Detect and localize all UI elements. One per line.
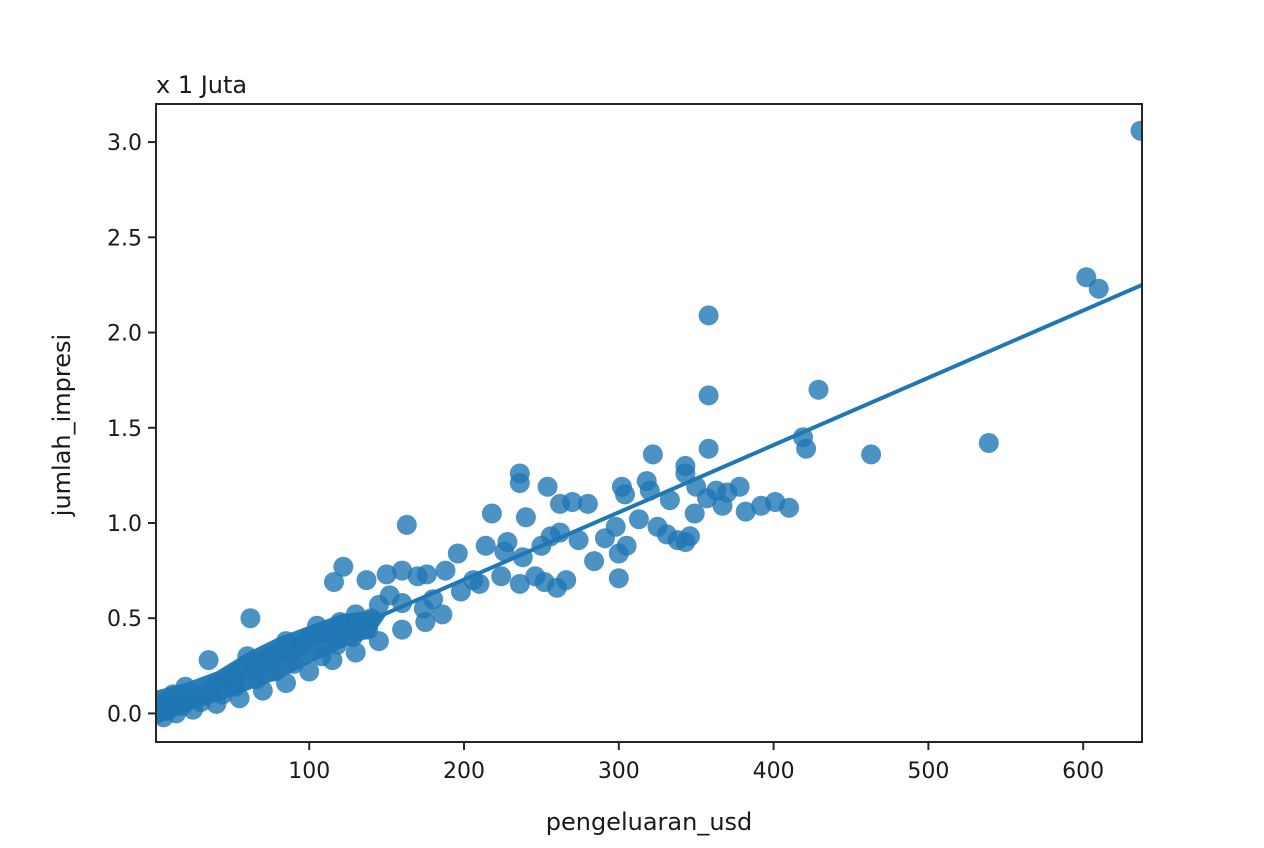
y-axis-offset-label: x 1 Juta <box>156 71 247 99</box>
data-point <box>698 385 719 406</box>
data-point <box>675 463 696 484</box>
data-point <box>712 495 733 516</box>
data-point <box>515 507 536 528</box>
data-point <box>198 650 219 671</box>
data-point <box>396 514 417 535</box>
data-point <box>568 530 589 551</box>
data-point <box>333 556 354 577</box>
y-tick-label: 2.5 <box>107 226 142 251</box>
data-point <box>608 543 629 564</box>
data-point <box>491 566 512 587</box>
x-axis-ticks: 100 200 300 400 500 600 <box>288 742 1104 784</box>
data-point <box>481 503 502 524</box>
data-point <box>447 543 468 564</box>
data-point <box>450 581 471 602</box>
data-point <box>698 438 719 459</box>
x-tick-label: 600 <box>1062 759 1104 784</box>
x-tick-label: 300 <box>598 759 640 784</box>
data-point <box>415 612 436 632</box>
data-point <box>796 438 817 459</box>
data-point <box>608 568 629 589</box>
data-point <box>647 516 668 537</box>
data-point <box>642 444 663 465</box>
data-point <box>556 570 577 591</box>
data-point <box>1130 120 1142 141</box>
data-point <box>615 484 635 505</box>
data-point <box>808 379 829 400</box>
x-axis-label: pengeluaran_usd <box>546 808 753 836</box>
data-point <box>779 497 800 518</box>
x-tick-label: 100 <box>288 759 330 784</box>
data-point <box>376 564 397 585</box>
data-point <box>628 509 649 530</box>
x-tick-label: 500 <box>907 759 949 784</box>
data-point <box>469 573 490 594</box>
data-point <box>509 573 530 594</box>
y-tick-label: 2.0 <box>107 322 142 347</box>
data-point <box>684 503 705 524</box>
data-point <box>494 541 515 562</box>
y-tick-label: 0.5 <box>107 607 142 632</box>
data-point <box>345 642 366 663</box>
x-tick-label: 400 <box>753 759 795 784</box>
data-point <box>978 433 999 453</box>
data-point <box>475 535 496 556</box>
y-axis-label: jumlah_impresi <box>48 334 76 517</box>
y-tick-label: 0.0 <box>107 702 142 727</box>
axes-frame <box>155 103 1143 743</box>
y-tick-label: 1.5 <box>107 417 142 442</box>
regression-line-path <box>156 283 1142 716</box>
data-point <box>432 604 453 625</box>
data-point <box>416 564 437 585</box>
data-point <box>299 661 320 682</box>
data-point <box>562 492 583 512</box>
data-point <box>594 528 615 549</box>
data-point <box>509 473 530 493</box>
regression-line <box>156 283 1142 716</box>
data-point <box>324 572 344 592</box>
data-point <box>240 608 261 629</box>
data-point <box>577 493 598 514</box>
data-point <box>1088 278 1109 299</box>
data-point <box>356 570 377 591</box>
data-point <box>735 501 756 522</box>
data-point <box>729 476 750 497</box>
y-tick-label: 1.0 <box>107 512 142 537</box>
data-point <box>680 526 700 547</box>
y-axis-ticks: 0.0 0.5 1.0 1.5 2.0 2.5 3.0 <box>107 131 156 727</box>
data-point <box>659 490 680 511</box>
x-tick-label: 200 <box>443 759 485 784</box>
data-point <box>537 476 558 497</box>
data-point <box>435 560 456 581</box>
data-point <box>392 619 413 640</box>
data-point <box>698 305 719 326</box>
data-point <box>392 560 413 581</box>
data-point <box>584 551 605 572</box>
y-tick-label: 3.0 <box>107 131 142 156</box>
data-point <box>861 444 882 465</box>
